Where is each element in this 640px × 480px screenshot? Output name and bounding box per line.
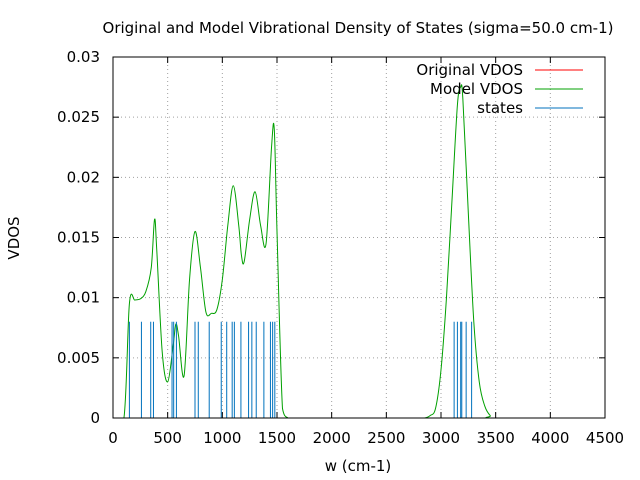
y-tick-label: 0.02 [67,168,100,186]
x-tick-label: 3500 [477,429,515,447]
x-tick-label: 2000 [313,429,351,447]
x-tick-label: 2500 [367,429,405,447]
y-tick-label: 0.025 [57,108,100,126]
x-tick-label: 1500 [258,429,296,447]
legend-label-model-vdos: Model VDOS [430,80,523,98]
x-axis-label: w (cm-1) [325,457,392,475]
series-layer [113,84,605,419]
x-tick-label: 3000 [422,429,460,447]
legend-label-states: states [477,99,523,117]
chart-title: Original and Model Vibrational Density o… [103,19,614,37]
x-tick-label: 0 [108,429,118,447]
y-tick-label: 0.005 [57,349,100,367]
x-tick-label: 1000 [203,429,241,447]
y-tick-label: 0.015 [57,229,100,247]
x-tick-label: 4500 [586,429,624,447]
y-tick-label: 0.01 [67,289,100,307]
y-tick-label: 0 [90,409,100,427]
y-tick-label: 0.03 [67,48,100,66]
legend-label-original-vdos: Original VDOS [416,61,523,79]
y-axis-label: VDOS [5,216,23,259]
x-tick-label: 4000 [531,429,569,447]
x-tick-label: 500 [153,429,182,447]
axis-ticks: 0 500 1000 1500 2000 2500 3000 3500 4000 4500 0 0.0… [57,48,624,447]
model-vdos-line [113,84,605,419]
